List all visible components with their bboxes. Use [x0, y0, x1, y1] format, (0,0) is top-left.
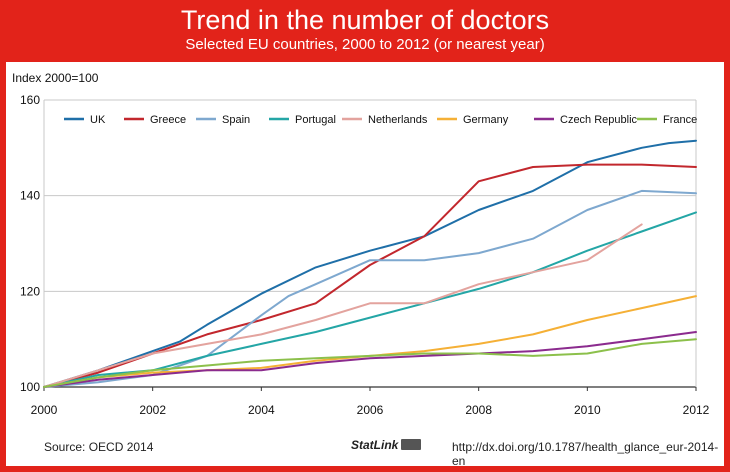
series-line-greece: [43, 163, 697, 388]
chart-title: Trend in the number of doctors: [180, 5, 550, 35]
legend-label: France: [663, 114, 697, 126]
x-tick-label: 2004: [248, 403, 275, 417]
statlink-url[interactable]: http://dx.doi.org/10.1787/health_glance_…: [452, 440, 719, 468]
legend-label: Spain: [222, 114, 250, 126]
x-tick-label: 2008: [465, 403, 492, 417]
x-tick-label: 2012: [683, 403, 710, 417]
x-tick-label: 2006: [357, 403, 384, 417]
chart-header: Trend in the number of doctors Selected …: [0, 0, 730, 62]
x-tick-label: 2002: [139, 403, 166, 417]
y-tick-label: 140: [20, 189, 40, 203]
series-line-france: [43, 338, 697, 388]
statlink-icon: [401, 439, 422, 450]
source-note: Source: OECD 2014: [44, 440, 154, 454]
legend-label: Greece: [150, 114, 186, 126]
y-tick-label: 120: [20, 284, 40, 298]
y-tick-label: 160: [20, 93, 40, 107]
series-line-germany: [43, 295, 697, 388]
x-tick-label: 2010: [574, 403, 601, 417]
y-tick-label: 100: [20, 380, 40, 394]
statlink-text: StatLink: [351, 438, 399, 452]
chart-panel: UK Greece Spain Portugal Netherlands Germany C…: [6, 62, 724, 468]
legend-label: Portugal: [295, 114, 336, 126]
legend-label: Czech Republic: [560, 114, 638, 126]
series-line-czech-republic: [43, 331, 697, 388]
legend-label: Netherlands: [368, 114, 428, 126]
statlink-label: StatLink: [351, 438, 425, 452]
chart-subtitle: Selected EU countries, 2000 to 2012 (or …: [185, 36, 545, 53]
legend-label: Germany: [463, 114, 509, 126]
series-line-netherlands: [43, 223, 643, 388]
series-line-uk: [43, 139, 697, 388]
line-chart: UK Greece Spain Portugal Netherlands Germany C…: [12, 71, 710, 417]
legend-label: UK: [90, 114, 106, 126]
series-line-portugal: [43, 211, 697, 388]
x-tick-label: 2000: [31, 403, 58, 417]
y-axis-title: Index 2000=100: [12, 71, 99, 85]
